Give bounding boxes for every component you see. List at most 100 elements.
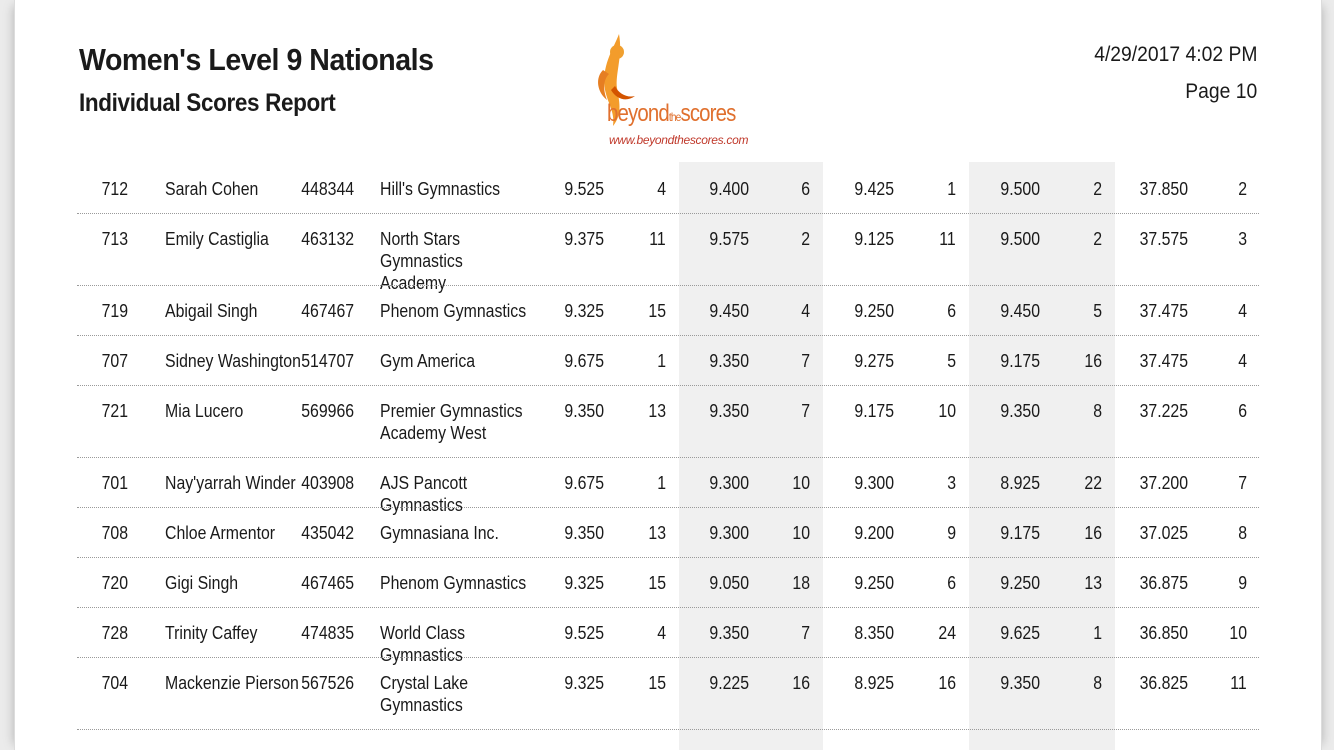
all-around-score: 37.475: [1139, 351, 1188, 371]
event2-rank: 16: [792, 673, 810, 693]
event2-rank: 18: [792, 573, 810, 593]
event2-rank: 6: [801, 179, 810, 199]
event3-score: 9.425: [854, 179, 894, 199]
event-column-shading-4: [969, 162, 1115, 750]
event3-rank: 16: [938, 673, 956, 693]
all-around-score: 37.025: [1139, 523, 1188, 543]
place: 7: [1238, 473, 1247, 493]
gymnast-name: Chloe Armentor: [165, 523, 276, 543]
gymnast-name: Nay'yarrah Winder: [165, 473, 296, 493]
event2-score: 9.350: [709, 623, 749, 643]
member-id: 567526: [301, 673, 354, 693]
event1-rank: 1: [657, 351, 666, 371]
event4-score: 9.500: [1000, 229, 1040, 249]
member-id: 569966: [301, 401, 354, 421]
report-datetime: 4/29/2017 4:02 PM: [1093, 43, 1257, 66]
member-id: 514707: [301, 351, 354, 371]
gymnast-name: Emily Castiglia: [165, 229, 269, 249]
event3-score: 9.175: [854, 401, 894, 421]
row-separator: [77, 457, 1259, 458]
gymnast-name: Sarah Cohen: [165, 179, 259, 199]
table-row: 704 Mackenzie Pierson 567526 Crystal Lake G…: [15, 658, 1321, 730]
event1-score: 9.350: [564, 523, 604, 543]
competitor-number: 701: [101, 473, 128, 493]
all-around-score: 37.475: [1139, 301, 1188, 321]
event2-score: 9.450: [709, 301, 749, 321]
event3-rank: 11: [939, 229, 956, 249]
all-around-score: 36.850: [1139, 623, 1188, 643]
event1-score: 9.525: [564, 623, 604, 643]
all-around-score: 37.225: [1139, 401, 1188, 421]
event1-rank: 15: [648, 573, 666, 593]
row-separator: [77, 657, 1259, 658]
event4-rank: 5: [1093, 301, 1102, 321]
event1-score: 9.525: [564, 179, 604, 199]
event2-score: 9.350: [709, 401, 749, 421]
row-separator: [77, 285, 1259, 286]
all-around-score: 37.850: [1139, 179, 1188, 199]
member-id: 467465: [301, 573, 354, 593]
table-row: 719 Abigail Singh 467467 Phenom Gymnastics 9…: [15, 286, 1321, 336]
event3-rank: 1: [947, 179, 956, 199]
event4-score: 9.450: [1000, 301, 1040, 321]
event3-rank: 24: [938, 623, 956, 643]
scores-table: 712 Sarah Cohen 448344 Hill's Gymnastics 9.5…: [15, 164, 1321, 730]
event3-score: 8.925: [854, 673, 894, 693]
event4-rank: 8: [1093, 401, 1102, 421]
event2-score: 9.050: [709, 573, 749, 593]
event2-rank: 10: [792, 473, 810, 493]
table-row: 701 Nay'yarrah Winder 403908 AJS Pancott Gy…: [15, 458, 1321, 515]
event4-score: 9.175: [1000, 351, 1040, 371]
report-subtitle: Individual Scores Report: [79, 89, 336, 117]
event3-score: 9.300: [854, 473, 894, 493]
event4-score: 9.175: [1000, 523, 1040, 543]
club-name: Gymnasiana Inc.: [380, 523, 499, 543]
gymnast-name: Sidney Washington: [165, 351, 301, 371]
gymnast-name: Abigail Singh: [165, 301, 258, 321]
event3-rank: 5: [947, 351, 956, 371]
competitor-number: 708: [101, 523, 128, 543]
event1-rank: 4: [657, 623, 666, 643]
gymnast-name: Gigi Singh: [165, 573, 239, 593]
logo-url: www.beyondthescores.com: [609, 133, 749, 147]
competitor-number: 707: [101, 351, 128, 371]
viewer-background-left: [0, 0, 14, 750]
row-separator: [77, 507, 1259, 508]
event1-score: 9.675: [564, 351, 604, 371]
competitor-number: 712: [101, 179, 128, 199]
row-separator: [77, 607, 1259, 608]
place: 4: [1238, 301, 1247, 321]
table-row: 707 Sidney Washington 514707 Gym America 9.6…: [15, 336, 1321, 386]
event2-rank: 7: [801, 623, 810, 643]
event3-rank: 10: [938, 401, 956, 421]
event3-score: 9.275: [854, 351, 894, 371]
event4-score: 9.350: [1000, 401, 1040, 421]
event1-rank: 4: [657, 179, 666, 199]
competitor-number: 728: [101, 623, 128, 643]
gymnast-name: Trinity Caffey: [165, 623, 258, 643]
member-id: 435042: [301, 523, 354, 543]
club-name: Hill's Gymnastics: [380, 179, 501, 199]
row-separator: [77, 335, 1259, 336]
row-separator: [77, 557, 1259, 558]
all-around-score: 37.575: [1139, 229, 1188, 249]
event4-rank: 1: [1093, 623, 1102, 643]
member-id: 448344: [301, 179, 354, 199]
row-separator: [77, 385, 1259, 386]
event2-score: 9.300: [709, 473, 749, 493]
event1-rank: 13: [648, 401, 666, 421]
gymnast-name: Mackenzie Pierson: [165, 673, 299, 693]
place: 9: [1238, 573, 1247, 593]
event1-score: 9.325: [564, 301, 604, 321]
event3-score: 9.250: [854, 573, 894, 593]
event3-score: 9.200: [854, 523, 894, 543]
table-row: 728 Trinity Caffey 474835 World Class Gymna…: [15, 608, 1321, 665]
event2-rank: 10: [792, 523, 810, 543]
event2-rank: 7: [801, 351, 810, 371]
event3-rank: 6: [947, 573, 956, 593]
event3-rank: 6: [947, 301, 956, 321]
table-row: 713 Emily Castiglia 463132 North Stars Gymn…: [15, 214, 1321, 293]
event3-score: 9.250: [854, 301, 894, 321]
competitor-number: 720: [101, 573, 128, 593]
competitor-number: 719: [101, 301, 128, 321]
